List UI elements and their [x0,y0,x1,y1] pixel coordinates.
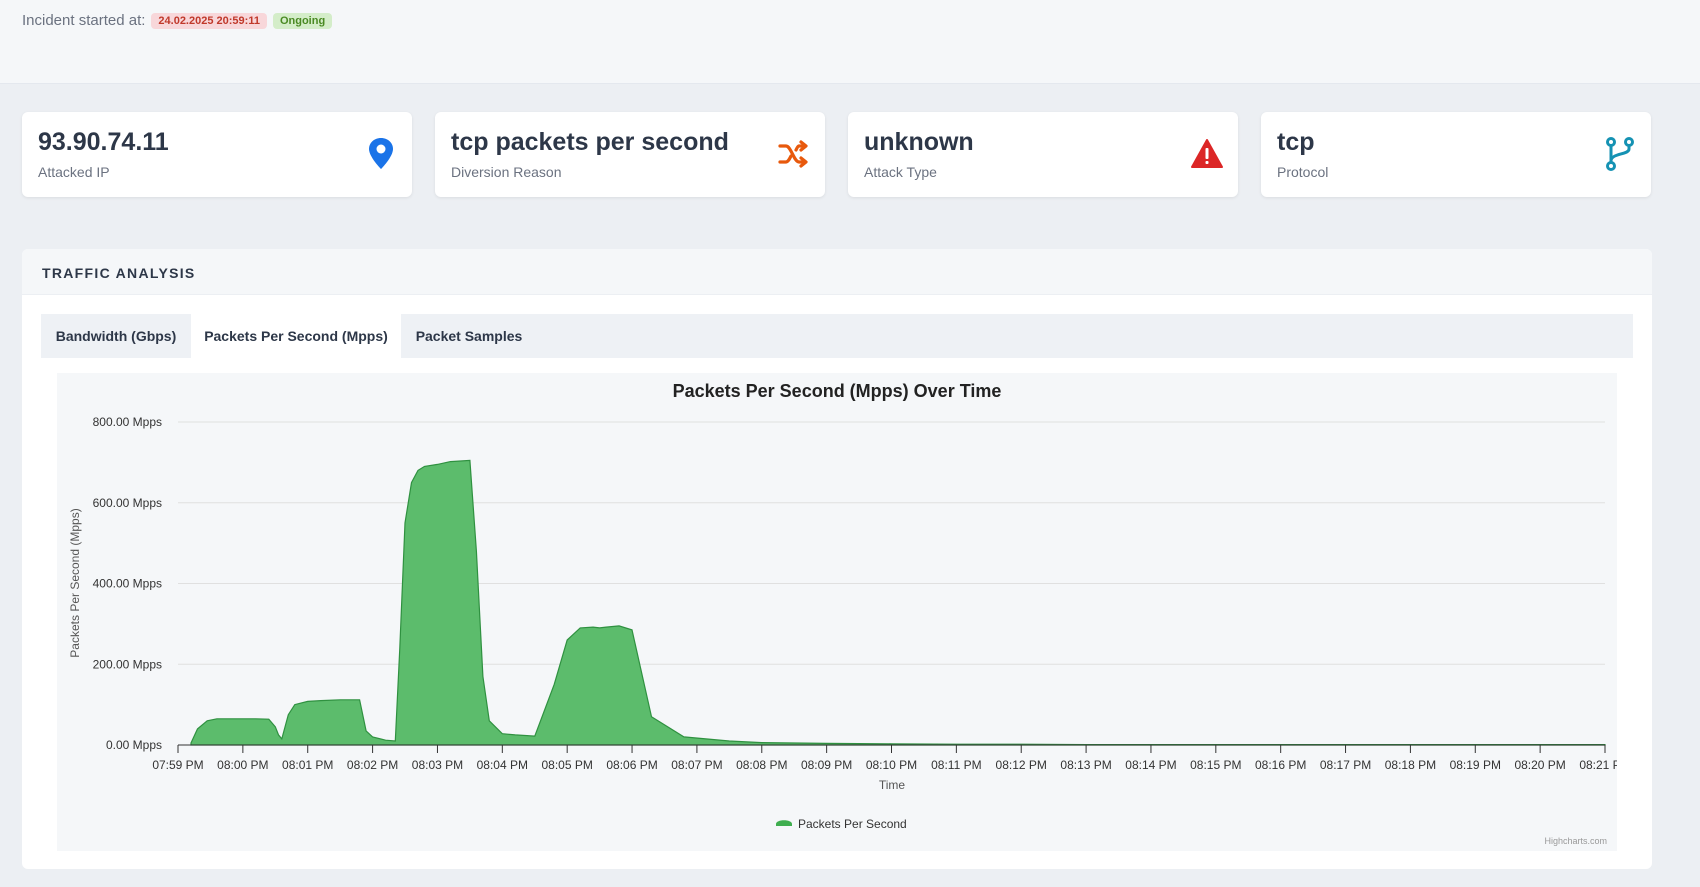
card-protocol: tcp Protocol [1261,112,1651,197]
x-tick-label: 08:06 PM [606,758,657,772]
warning-triangle-icon [1191,139,1223,168]
chart-title: Packets Per Second (Mpps) Over Time [673,381,1002,401]
card-diversion-reason: tcp packets per second Diversion Reason [435,112,825,197]
card-label: Protocol [1277,164,1329,180]
git-branch-icon [1606,137,1634,171]
x-tick-label: 08:03 PM [412,758,463,772]
panel-header: TRAFFIC ANALYSIS [22,249,1652,295]
shuffle-icon [778,140,808,168]
x-tick-label: 08:08 PM [736,758,787,772]
pps-chart: Packets Per Second (Mpps) Over Time 0.00… [68,381,1631,846]
x-tick-label: 08:11 PM [931,758,981,772]
card-label: Attack Type [864,164,937,180]
y-tick-label: 800.00 Mpps [93,415,162,429]
card-label: Attacked IP [38,164,110,180]
traffic-analysis-panel: TRAFFIC ANALYSIS Bandwidth (Gbps) Packet… [22,249,1652,869]
x-tick-label: 08:19 PM [1450,758,1501,772]
x-tick-label: 08:16 PM [1255,758,1306,772]
incident-label: Incident started at: [22,12,146,29]
y-tick-label: 0.00 Mpps [106,738,162,752]
x-tick-label: 08:01 PM [282,758,333,772]
y-tick-label: 400.00 Mpps [93,577,162,591]
tab-packets-per-second[interactable]: Packets Per Second (Mpps) [191,314,401,358]
y-tick-label: 200.00 Mpps [93,657,162,671]
x-tick-label: 08:00 PM [217,758,268,772]
y-axis-title: Packets Per Second (Mpps) [68,508,82,657]
series-area-packets-per-second [190,459,1606,746]
card-value: 93.90.74.11 [38,128,169,156]
card-label: Diversion Reason [451,164,562,180]
x-tick-label: 08:18 PM [1385,758,1436,772]
tab-packet-samples[interactable]: Packet Samples [415,328,523,344]
chart-credit[interactable]: Highcharts.com [1544,836,1607,846]
x-tick-label: 08:05 PM [541,758,592,772]
chart-container: Packets Per Second (Mpps) Over Time 0.00… [57,373,1631,851]
status-badge: Ongoing [272,12,333,29]
y-tick-label: 600.00 Mpps [93,496,162,510]
card-attacked-ip: 93.90.74.11 Attacked IP [22,112,412,197]
panel-title: TRAFFIC ANALYSIS [42,265,196,281]
incident-header: Incident started at: 24.02.2025 20:59:11… [0,0,1700,84]
card-value: tcp [1277,128,1315,156]
card-value: tcp packets per second [451,128,729,156]
x-tick-label: 08:10 PM [866,758,917,772]
incident-date-badge: 24.02.2025 20:59:11 [151,12,267,29]
incident-info: Incident started at: 24.02.2025 20:59:11… [22,12,333,29]
x-tick-label: 08:21 PM [1579,758,1617,772]
x-tick-label: 08:13 PM [1060,758,1111,772]
x-tick-label: 08:07 PM [671,758,722,772]
tab-bar: Bandwidth (Gbps) Packets Per Second (Mpp… [41,314,1633,358]
x-tick-label: 08:20 PM [1514,758,1565,772]
card-value: unknown [864,128,974,156]
map-pin-icon [369,138,393,169]
x-tick-label: 08:12 PM [996,758,1047,772]
legend-symbol [776,820,792,826]
legend-item-packets-per-second[interactable]: Packets Per Second [798,817,907,831]
x-tick-label: 08:02 PM [347,758,398,772]
x-tick-label: 08:15 PM [1190,758,1241,772]
x-tick-label: 08:04 PM [477,758,528,772]
legend[interactable]: Packets Per Second [776,817,907,831]
x-tick-label: 08:14 PM [1125,758,1176,772]
card-attack-type: unknown Attack Type [848,112,1238,197]
x-tick-label: 08:17 PM [1320,758,1371,772]
x-tick-label: 08:09 PM [801,758,852,772]
x-axis-title: Time [879,778,906,792]
x-tick-label: 07:59 PM [152,758,203,772]
tab-bandwidth[interactable]: Bandwidth (Gbps) [55,328,177,344]
